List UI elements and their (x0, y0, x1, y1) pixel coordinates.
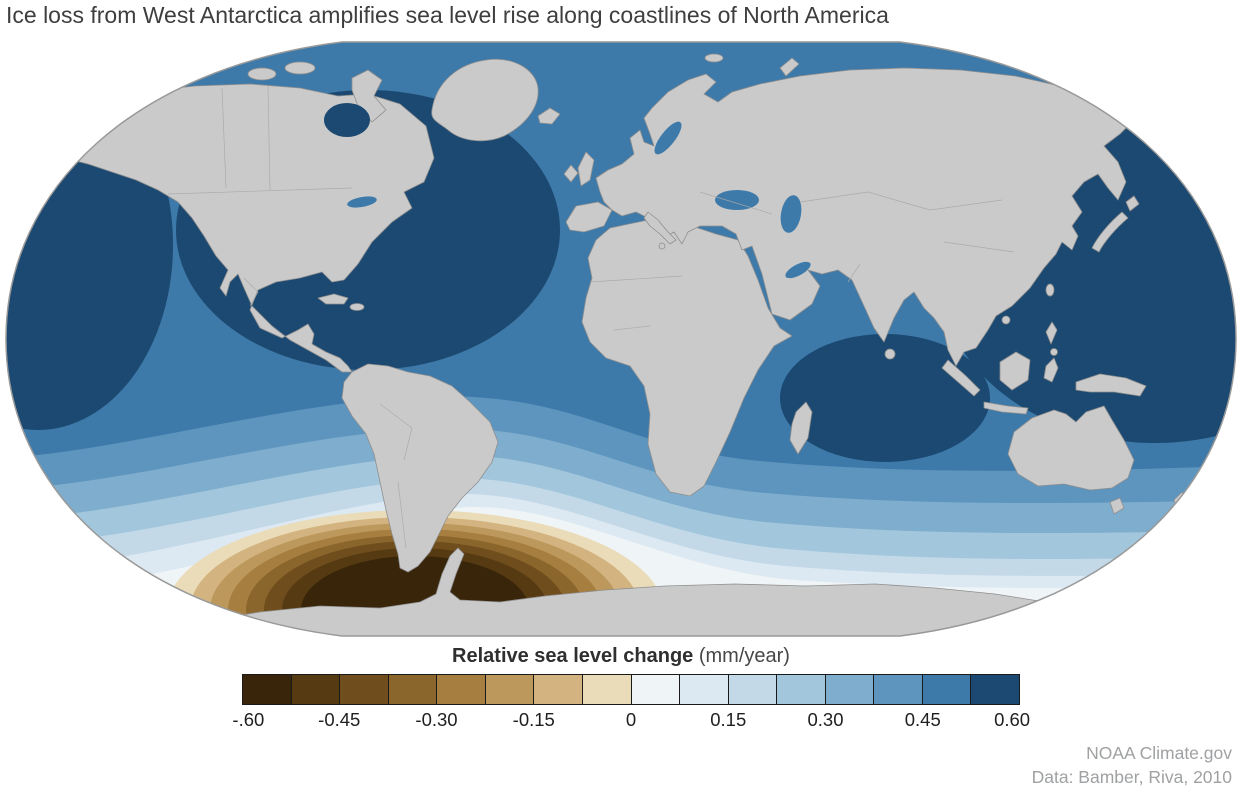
colorbar-cell (922, 675, 972, 704)
colorbar-tick-label: -0.15 (512, 709, 555, 730)
water-caspian-sea (780, 195, 802, 233)
continent-eurasia (595, 67, 1133, 367)
island-iceland (537, 107, 561, 125)
water-great-lakes (347, 196, 377, 208)
legend-title: Relative sea level change (mm/year) (0, 645, 1242, 668)
water-persian-gulf (785, 261, 811, 279)
island-cuba (317, 293, 349, 305)
colorbar-cell (243, 675, 292, 704)
region-italy (643, 211, 677, 245)
island-taiwan (1045, 283, 1055, 297)
colorbar-cell (534, 675, 583, 704)
colorbar-cell (388, 675, 438, 704)
world-map-figure (5, 41, 1237, 637)
credit-source: NOAA Climate.gov (1086, 743, 1232, 763)
water-hudson-bay (324, 103, 370, 137)
colorbar-tick-label: -0.30 (415, 709, 458, 730)
colorbar-cell (874, 675, 923, 704)
continent-africa (581, 219, 793, 497)
island-madagascar (789, 401, 813, 455)
credit-data: Data: Bamber, Riva, 2010 (1031, 766, 1232, 787)
island-ireland (563, 164, 579, 183)
country-borders (167, 85, 1015, 549)
water-baltic-sea (654, 121, 682, 155)
map-outline (5, 41, 1237, 637)
island-japan-hokkaido (1125, 195, 1140, 212)
continent-south-america (341, 363, 499, 573)
colorbar-cell (680, 675, 729, 704)
island-novaya-zemlya (779, 57, 800, 77)
colorbar-cell (437, 675, 486, 704)
continent-australia (1007, 405, 1135, 491)
colorbar-cell (777, 675, 826, 704)
colorbar-tick-label: 0.15 (710, 709, 747, 730)
island-philippines (1045, 321, 1058, 345)
legend-title-text: Relative sea level change (452, 645, 694, 667)
colorbar-ticks: -.60 -0.45 -0.30 -0.15 0 0.15 0.30 0.45 0.60 (232, 709, 1030, 735)
colorbar-cell (631, 675, 681, 704)
island-greenland (431, 58, 539, 142)
continent-north-america (57, 83, 435, 373)
world-map (0, 30, 1242, 642)
colorbar-tick-label: 0.45 (904, 709, 941, 730)
island-tasmania (1109, 497, 1125, 515)
island-mindanao (1050, 348, 1058, 356)
colorbar-cell (582, 675, 632, 704)
island-sumatra (941, 359, 981, 397)
page-title: Ice loss from West Antarctica amplifies … (6, 2, 889, 28)
colorbar-tick-label: 0.60 (994, 709, 1031, 730)
island-arctic-canada-2 (284, 61, 316, 75)
island-new-guinea (1075, 373, 1147, 397)
colorbar-tick-label: -.60 (232, 709, 265, 730)
island-sulawesi (1043, 357, 1059, 383)
island-sicily (658, 242, 666, 250)
island-java (983, 401, 1029, 415)
island-baffin (351, 69, 387, 123)
island-japan-honshu (1091, 211, 1129, 253)
colorbar (242, 674, 1020, 705)
island-hispaniola (349, 303, 365, 311)
island-britain (577, 151, 595, 187)
colorbar-cell (728, 675, 778, 704)
water-black-sea (715, 190, 759, 210)
region-iberia (565, 201, 613, 233)
colorbar-cell (340, 675, 389, 704)
island-arctic-canada-1 (247, 67, 277, 81)
colorbar-cell (291, 675, 341, 704)
colorbar-cell (971, 675, 1019, 704)
island-sri-lanka (884, 348, 896, 360)
colorbar-tick-label: 0 (625, 709, 637, 730)
credits: NOAA Climate.gov Data: Bamber, Riva, 201… (1032, 742, 1232, 789)
legend-units: (mm/year) (698, 645, 790, 667)
island-hainan (1001, 315, 1011, 325)
colorbar-cell (485, 675, 535, 704)
island-borneo (999, 351, 1031, 391)
contour-high-indian-ocean (780, 334, 990, 462)
colorbar-tick-label: 0.30 (807, 709, 844, 730)
island-svalbard (704, 53, 724, 63)
colorbar-cell (825, 675, 875, 704)
colorbar-tick-label: -0.45 (318, 709, 361, 730)
